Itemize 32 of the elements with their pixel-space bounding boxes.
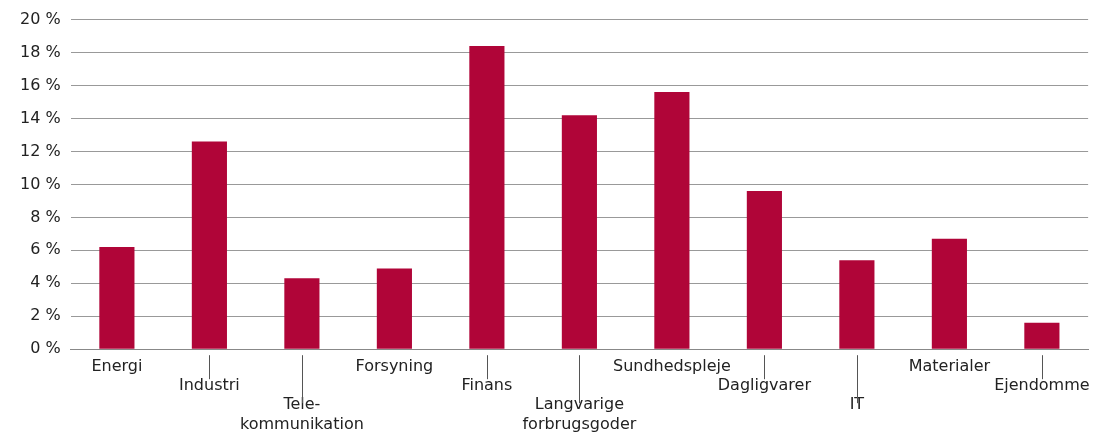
y-tick-label: 18 %	[19, 41, 61, 61]
y-tick-label: 6 %	[30, 239, 61, 259]
bar	[469, 45, 505, 349]
x-tick-label: Dagligvarer	[717, 375, 812, 395]
bar	[561, 115, 597, 349]
x-tick-label: Finans	[461, 375, 513, 395]
x-tick-label: Sundhedspleje	[612, 355, 731, 375]
y-tick-label: 4 %	[30, 272, 61, 292]
bar	[746, 190, 782, 349]
y-tick-label: 0 %	[30, 338, 61, 358]
x-tick-label: Ejendomme	[994, 375, 1090, 395]
bar	[654, 92, 690, 349]
y-tick-label: 20 %	[19, 8, 61, 28]
x-tick-label: Langvarige forbrugsgoder	[522, 394, 637, 433]
bar	[284, 278, 320, 349]
y-tick-label: 2 %	[30, 305, 61, 325]
y-tick-label: 12 %	[19, 140, 61, 160]
y-tick-label: 10 %	[19, 173, 61, 193]
y-tick-label: 16 %	[19, 74, 61, 94]
x-tick-label: Forsyning	[355, 355, 434, 375]
x-tick-label: Energi	[91, 355, 143, 375]
bar	[931, 238, 967, 349]
bar	[376, 268, 412, 349]
bar	[191, 141, 227, 349]
bar	[99, 247, 135, 349]
x-tick-label: IT	[849, 394, 865, 414]
y-tick-label: 8 %	[30, 206, 61, 226]
x-tick-label: Industri	[179, 375, 240, 395]
y-tick-label: 14 %	[19, 107, 61, 127]
x-tick-label: Materialer	[908, 355, 991, 375]
bar	[1024, 322, 1060, 349]
bar	[839, 260, 875, 349]
